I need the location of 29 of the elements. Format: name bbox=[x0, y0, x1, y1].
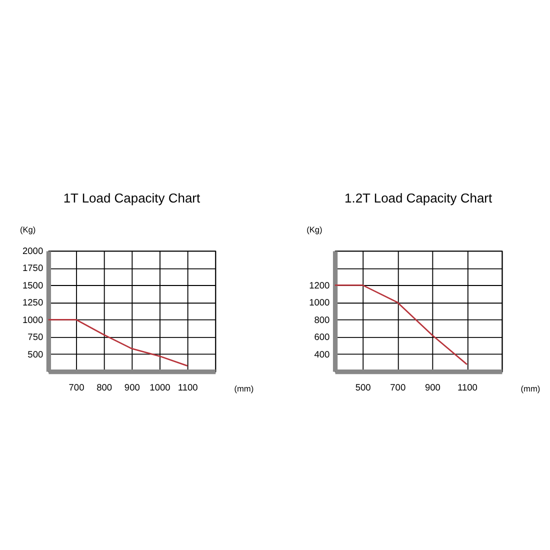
chart-title: 1T Load Capacity Chart bbox=[63, 190, 200, 206]
x-tick-label: 900 bbox=[124, 382, 140, 392]
y-tick-label: 1250 bbox=[22, 298, 44, 308]
x-axis-title: (mm) bbox=[234, 383, 254, 394]
y-tick-label: 1000 bbox=[309, 298, 330, 308]
y-tick-label: 600 bbox=[314, 332, 330, 342]
x-tick-label: 700 bbox=[68, 382, 84, 392]
y-tick-label: 1500 bbox=[22, 280, 44, 290]
line-series bbox=[48, 318, 188, 366]
x-axis-title: (mm) bbox=[520, 383, 540, 394]
line-series bbox=[334, 284, 468, 366]
y-tick-label: 800 bbox=[314, 314, 330, 325]
y-tick-label: 750 bbox=[28, 332, 44, 342]
y-tick-label: 500 bbox=[28, 349, 44, 360]
x-tick-label: 900 bbox=[424, 382, 440, 392]
x-tick-label: 1100 bbox=[457, 382, 478, 392]
y-tick-label: 1200 bbox=[309, 280, 330, 290]
y-tick-label: 1000 bbox=[22, 314, 44, 325]
chart-title: 1.2T Load Capacity Chart bbox=[344, 190, 492, 206]
y-tick-label: 2000 bbox=[22, 246, 44, 256]
x-tick-label: 500 bbox=[355, 382, 371, 392]
x-tick-label: 800 bbox=[96, 382, 112, 392]
x-tick-label: 1000 bbox=[150, 382, 170, 392]
x-tick-label: 700 bbox=[390, 382, 406, 392]
y-tick-label: 1750 bbox=[22, 263, 44, 274]
y-axis-title: (Kg) bbox=[20, 224, 36, 235]
y-axis-title: (Kg) bbox=[306, 224, 323, 235]
x-tick-label: 1100 bbox=[178, 382, 198, 392]
y-tick-label: 400 bbox=[314, 349, 330, 360]
